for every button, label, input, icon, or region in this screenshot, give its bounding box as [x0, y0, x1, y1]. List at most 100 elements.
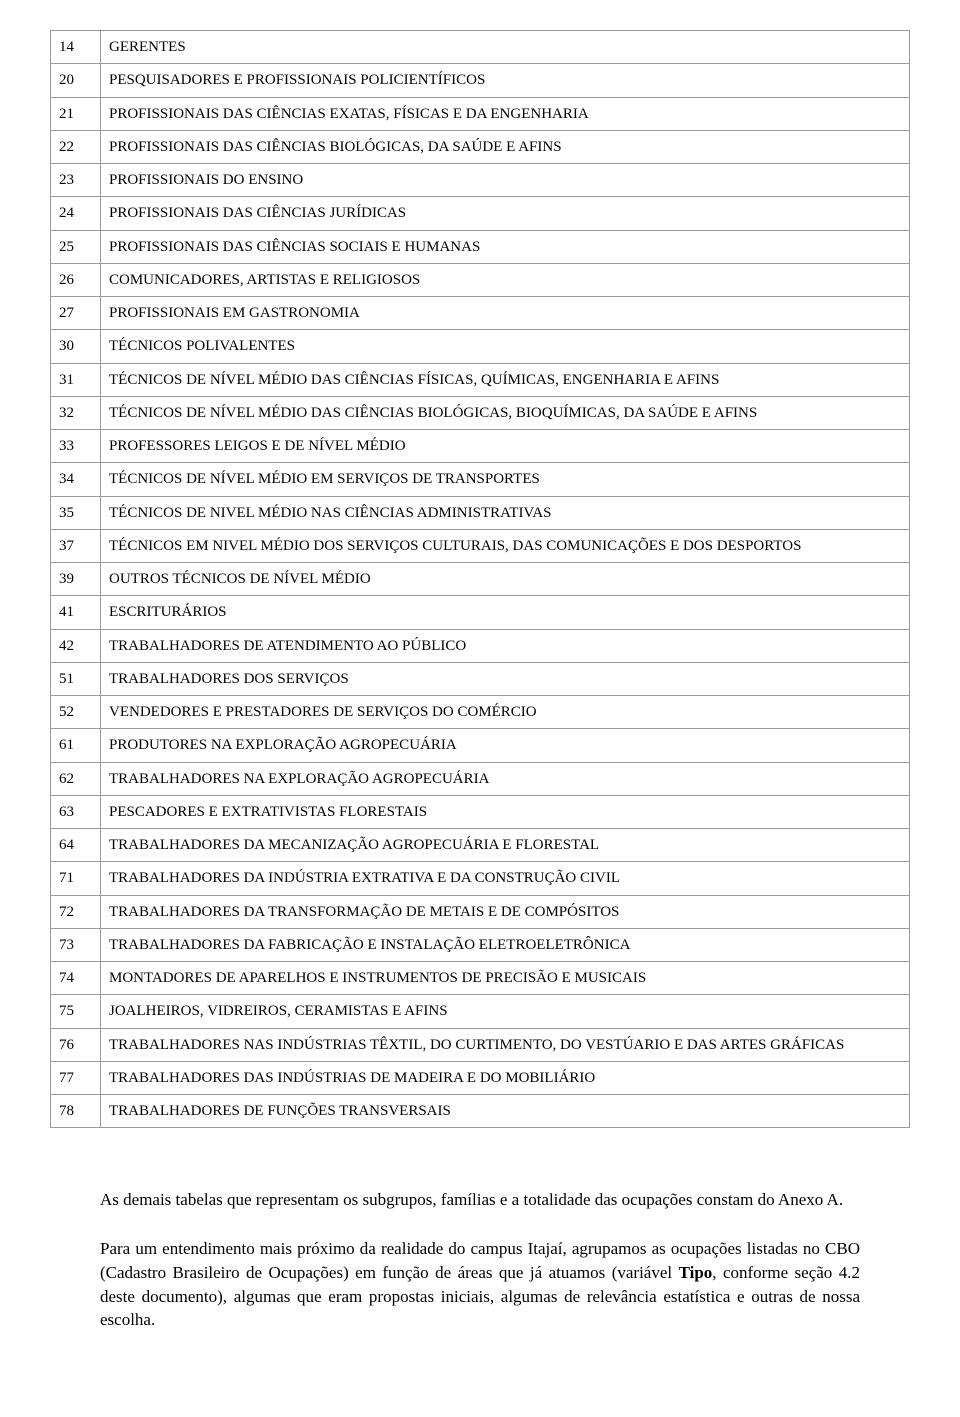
description-cell: PROFISSIONAIS DAS CIÊNCIAS EXATAS, FÍSIC… — [101, 97, 910, 130]
description-cell: PROFISSIONAIS DO ENSINO — [101, 164, 910, 197]
table-row: 42TRABALHADORES DE ATENDIMENTO AO PÚBLIC… — [51, 629, 910, 662]
table-row: 63PESCADORES E EXTRATIVISTAS FLORESTAIS — [51, 795, 910, 828]
description-cell: TRABALHADORES DAS INDÚSTRIAS DE MADEIRA … — [101, 1061, 910, 1094]
code-cell: 73 — [51, 928, 101, 961]
description-cell: TRABALHADORES DA FABRICAÇÃO E INSTALAÇÃO… — [101, 928, 910, 961]
occupation-codes-table: 14GERENTES20PESQUISADORES E PROFISSIONAI… — [50, 30, 910, 1128]
code-cell: 61 — [51, 729, 101, 762]
description-cell: OUTROS TÉCNICOS DE NÍVEL MÉDIO — [101, 563, 910, 596]
paragraph-2: Para um entendimento mais próximo da rea… — [100, 1237, 860, 1332]
description-cell: TRABALHADORES NA EXPLORAÇÃO AGROPECUÁRIA — [101, 762, 910, 795]
table-row: 61PRODUTORES NA EXPLORAÇÃO AGROPECUÁRIA — [51, 729, 910, 762]
code-cell: 72 — [51, 895, 101, 928]
description-cell: PROFISSIONAIS DAS CIÊNCIAS SOCIAIS E HUM… — [101, 230, 910, 263]
code-cell: 33 — [51, 430, 101, 463]
description-cell: TRABALHADORES DE FUNÇÕES TRANSVERSAIS — [101, 1095, 910, 1128]
code-cell: 30 — [51, 330, 101, 363]
table-row: 34TÉCNICOS DE NÍVEL MÉDIO EM SERVIÇOS DE… — [51, 463, 910, 496]
description-cell: TÉCNICOS DE NIVEL MÉDIO NAS CIÊNCIAS ADM… — [101, 496, 910, 529]
code-cell: 75 — [51, 995, 101, 1028]
code-cell: 24 — [51, 197, 101, 230]
table-row: 73TRABALHADORES DA FABRICAÇÃO E INSTALAÇ… — [51, 928, 910, 961]
description-cell: MONTADORES DE APARELHOS E INSTRUMENTOS D… — [101, 962, 910, 995]
p2-bold: Tipo — [679, 1263, 713, 1282]
description-cell: PESCADORES E EXTRATIVISTAS FLORESTAIS — [101, 795, 910, 828]
description-cell: PROFISSIONAIS EM GASTRONOMIA — [101, 297, 910, 330]
code-cell: 23 — [51, 164, 101, 197]
table-row: 22PROFISSIONAIS DAS CIÊNCIAS BIOLÓGICAS,… — [51, 130, 910, 163]
code-cell: 39 — [51, 563, 101, 596]
description-cell: TÉCNICOS POLIVALENTES — [101, 330, 910, 363]
code-cell: 34 — [51, 463, 101, 496]
description-cell: PROFESSORES LEIGOS E DE NÍVEL MÉDIO — [101, 430, 910, 463]
table-row: 72TRABALHADORES DA TRANSFORMAÇÃO DE META… — [51, 895, 910, 928]
description-cell: PESQUISADORES E PROFISSIONAIS POLICIENTÍ… — [101, 64, 910, 97]
table-row: 74MONTADORES DE APARELHOS E INSTRUMENTOS… — [51, 962, 910, 995]
description-cell: TÉCNICOS EM NIVEL MÉDIO DOS SERVIÇOS CUL… — [101, 529, 910, 562]
code-cell: 64 — [51, 829, 101, 862]
description-cell: TRABALHADORES NAS INDÚSTRIAS TÊXTIL, DO … — [101, 1028, 910, 1061]
description-cell: TÉCNICOS DE NÍVEL MÉDIO DAS CIÊNCIAS FÍS… — [101, 363, 910, 396]
table-row: 32TÉCNICOS DE NÍVEL MÉDIO DAS CIÊNCIAS B… — [51, 396, 910, 429]
table-row: 30TÉCNICOS POLIVALENTES — [51, 330, 910, 363]
code-cell: 41 — [51, 596, 101, 629]
description-cell: TRABALHADORES DE ATENDIMENTO AO PÚBLICO — [101, 629, 910, 662]
table-row: 75JOALHEIROS, VIDREIROS, CERAMISTAS E AF… — [51, 995, 910, 1028]
code-cell: 14 — [51, 31, 101, 64]
table-row: 39OUTROS TÉCNICOS DE NÍVEL MÉDIO — [51, 563, 910, 596]
description-cell: TRABALHADORES DA TRANSFORMAÇÃO DE METAIS… — [101, 895, 910, 928]
table-row: 52VENDEDORES E PRESTADORES DE SERVIÇOS D… — [51, 696, 910, 729]
paragraph-1: As demais tabelas que representam os sub… — [100, 1188, 860, 1212]
description-cell: TÉCNICOS DE NÍVEL MÉDIO DAS CIÊNCIAS BIO… — [101, 396, 910, 429]
table-row: 76TRABALHADORES NAS INDÚSTRIAS TÊXTIL, D… — [51, 1028, 910, 1061]
code-cell: 31 — [51, 363, 101, 396]
code-cell: 74 — [51, 962, 101, 995]
table-row: 21PROFISSIONAIS DAS CIÊNCIAS EXATAS, FÍS… — [51, 97, 910, 130]
code-cell: 51 — [51, 662, 101, 695]
description-cell: VENDEDORES E PRESTADORES DE SERVIÇOS DO … — [101, 696, 910, 729]
code-cell: 27 — [51, 297, 101, 330]
code-cell: 78 — [51, 1095, 101, 1128]
table-row: 78TRABALHADORES DE FUNÇÕES TRANSVERSAIS — [51, 1095, 910, 1128]
description-cell: TRABALHADORES DA MECANIZAÇÃO AGROPECUÁRI… — [101, 829, 910, 862]
description-cell: TÉCNICOS DE NÍVEL MÉDIO EM SERVIÇOS DE T… — [101, 463, 910, 496]
table-row: 51TRABALHADORES DOS SERVIÇOS — [51, 662, 910, 695]
code-cell: 52 — [51, 696, 101, 729]
code-cell: 22 — [51, 130, 101, 163]
description-cell: PRODUTORES NA EXPLORAÇÃO AGROPECUÁRIA — [101, 729, 910, 762]
table-row: 26COMUNICADORES, ARTISTAS E RELIGIOSOS — [51, 263, 910, 296]
description-cell: GERENTES — [101, 31, 910, 64]
table-row: 27PROFISSIONAIS EM GASTRONOMIA — [51, 297, 910, 330]
code-cell: 71 — [51, 862, 101, 895]
table-row: 24PROFISSIONAIS DAS CIÊNCIAS JURÍDICAS — [51, 197, 910, 230]
table-row: 37TÉCNICOS EM NIVEL MÉDIO DOS SERVIÇOS C… — [51, 529, 910, 562]
table-row: 23PROFISSIONAIS DO ENSINO — [51, 164, 910, 197]
table-row: 25PROFISSIONAIS DAS CIÊNCIAS SOCIAIS E H… — [51, 230, 910, 263]
table-row: 77TRABALHADORES DAS INDÚSTRIAS DE MADEIR… — [51, 1061, 910, 1094]
description-cell: JOALHEIROS, VIDREIROS, CERAMISTAS E AFIN… — [101, 995, 910, 1028]
code-cell: 25 — [51, 230, 101, 263]
body-text-block: As demais tabelas que representam os sub… — [50, 1188, 910, 1332]
table-body: 14GERENTES20PESQUISADORES E PROFISSIONAI… — [51, 31, 910, 1128]
code-cell: 26 — [51, 263, 101, 296]
description-cell: PROFISSIONAIS DAS CIÊNCIAS BIOLÓGICAS, D… — [101, 130, 910, 163]
table-row: 64TRABALHADORES DA MECANIZAÇÃO AGROPECUÁ… — [51, 829, 910, 862]
code-cell: 21 — [51, 97, 101, 130]
code-cell: 37 — [51, 529, 101, 562]
code-cell: 76 — [51, 1028, 101, 1061]
code-cell: 62 — [51, 762, 101, 795]
description-cell: COMUNICADORES, ARTISTAS E RELIGIOSOS — [101, 263, 910, 296]
table-row: 62TRABALHADORES NA EXPLORAÇÃO AGROPECUÁR… — [51, 762, 910, 795]
description-cell: ESCRITURÁRIOS — [101, 596, 910, 629]
description-cell: TRABALHADORES DA INDÚSTRIA EXTRATIVA E D… — [101, 862, 910, 895]
code-cell: 20 — [51, 64, 101, 97]
code-cell: 63 — [51, 795, 101, 828]
description-cell: TRABALHADORES DOS SERVIÇOS — [101, 662, 910, 695]
code-cell: 42 — [51, 629, 101, 662]
code-cell: 35 — [51, 496, 101, 529]
table-row: 35TÉCNICOS DE NIVEL MÉDIO NAS CIÊNCIAS A… — [51, 496, 910, 529]
table-row: 14GERENTES — [51, 31, 910, 64]
table-row: 71TRABALHADORES DA INDÚSTRIA EXTRATIVA E… — [51, 862, 910, 895]
description-cell: PROFISSIONAIS DAS CIÊNCIAS JURÍDICAS — [101, 197, 910, 230]
table-row: 20PESQUISADORES E PROFISSIONAIS POLICIEN… — [51, 64, 910, 97]
